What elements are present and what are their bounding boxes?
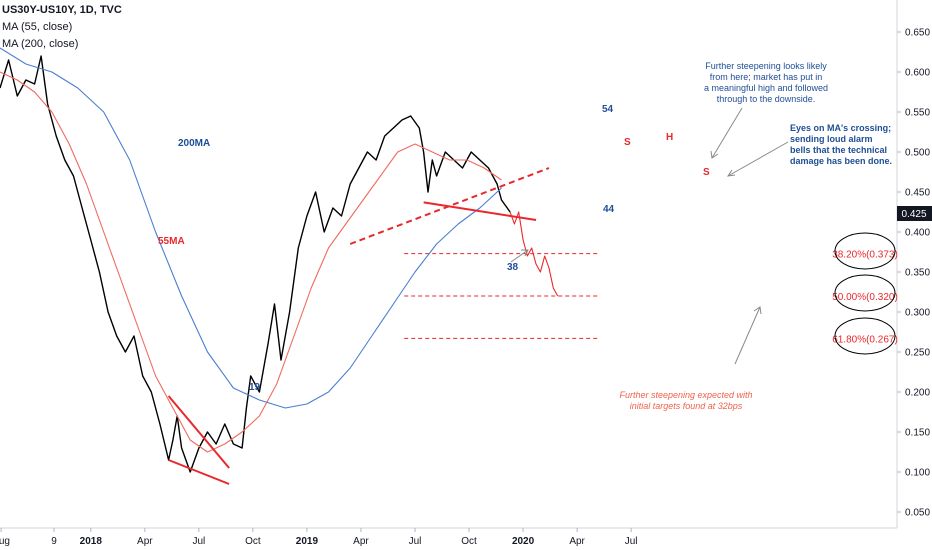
time-tick-label: 9 [51, 536, 57, 547]
time-tick-label: Apr [569, 536, 585, 547]
price-tick-label: 0.500 [905, 148, 930, 159]
fib-level-label: 61.80%(0.267) [832, 334, 898, 345]
time-tick-label: Jul [409, 536, 422, 547]
price-tick-label: 0.650 [905, 28, 930, 39]
time-tick-label: 2018 [80, 536, 103, 547]
current-price-badge [897, 206, 932, 221]
symbol-title[interactable]: US30Y-US10Y, 1D, TVC [2, 4, 122, 16]
series-55ma[interactable] [0, 71, 502, 453]
note2-line: bells that the technical [790, 145, 887, 155]
trendline[interactable] [167, 395, 230, 469]
wave-44-label: 44 [603, 204, 615, 215]
wave-38-label: 38 [507, 262, 519, 273]
time-tick-label: Aug [0, 536, 10, 547]
current-price-label: 0.425 [901, 209, 926, 220]
note3-line: Further steepening expected with [619, 390, 752, 400]
price-tick-label: 0.350 [905, 268, 930, 279]
fib-level-label: 50.00%(0.320) [832, 292, 898, 303]
note3-line: initial targets found at 32bps [630, 401, 743, 411]
price-tick-label: 0.200 [905, 388, 930, 399]
trendlines [167, 167, 550, 485]
price-tick-label: 0.400 [905, 228, 930, 239]
fibonacci-levels: 38.20%(0.373) 50.00%(0.320) 61.80%(0.267) [404, 250, 898, 345]
price-tick-label: 0.050 [905, 508, 930, 519]
price-tick-label: 0.600 [905, 68, 930, 79]
time-axis[interactable]: Aug 9 2018 Apr Jul Oct 2019 Apr Jul Oct 2020 Apr Jul [0, 528, 638, 547]
ma55-chart-label: 55MA [158, 236, 185, 247]
price-axis[interactable]: 0.650 0.600 0.550 0.500 0.450 0.400 0.350 0.300… [897, 28, 930, 519]
price-tick-label: 0.300 [905, 308, 930, 319]
note2-line: sending loud alarm [790, 134, 873, 144]
ma200-legend[interactable]: MA (200, close) [2, 38, 79, 50]
price-tick-label: 0.250 [905, 348, 930, 359]
note2-line: Eyes on MA's crossing; [790, 123, 891, 133]
trendline[interactable] [349, 167, 550, 245]
time-tick-label: Apr [137, 536, 153, 547]
hs-right-shoulder: S [703, 167, 710, 178]
series-projection[interactable] [509, 211, 559, 297]
note1-line: a meaningful high and followed [704, 83, 828, 93]
time-tick-label: Jul [625, 536, 638, 547]
time-tick-label: 2019 [296, 536, 319, 547]
note-targets: Further steepening expected with initial… [619, 390, 752, 411]
price-tick-label: 0.550 [905, 108, 930, 119]
time-tick-label: Apr [353, 536, 369, 547]
price-tick-label: 0.100 [905, 468, 930, 479]
time-tick-label: Oct [245, 536, 261, 547]
wave-54-label: 54 [602, 104, 614, 115]
note-ma-crossing: Eyes on MA's crossing; sending loud alar… [790, 123, 892, 166]
price-tick-label: 0.450 [905, 188, 930, 199]
fib-level-label: 38.20%(0.373) [832, 250, 898, 261]
note2-line: damage has been done. [790, 156, 892, 166]
trendline[interactable] [168, 459, 230, 485]
annotation-arrows [510, 107, 789, 365]
fib-circles [834, 232, 896, 355]
time-tick-label: Oct [461, 536, 477, 547]
note1-line: through to the downside. [717, 94, 816, 104]
trendline[interactable] [423, 201, 537, 221]
price-tick-label: 0.150 [905, 428, 930, 439]
series-lines [0, 47, 559, 473]
time-tick-label: Jul [192, 536, 205, 547]
chart-legend: US30Y-US10Y, 1D, TVC MA (55, close) MA (… [2, 2, 122, 53]
series-200ma[interactable] [0, 47, 502, 409]
ma55-legend[interactable]: MA (55, close) [2, 21, 73, 33]
note1-line: from here; market has put in [710, 72, 823, 82]
series-us30y-us10y[interactable] [0, 55, 511, 473]
note-steepening-likely: Further steepening looks likely from her… [704, 61, 828, 104]
hs-left-shoulder: S [624, 137, 631, 148]
note1-line: Further steepening looks likely [705, 61, 827, 71]
ma200-chart-label: 200MA [178, 138, 210, 149]
time-tick-label: 2020 [512, 536, 535, 547]
hs-head: H [666, 132, 673, 143]
wave-19-label: 19 [249, 382, 261, 393]
